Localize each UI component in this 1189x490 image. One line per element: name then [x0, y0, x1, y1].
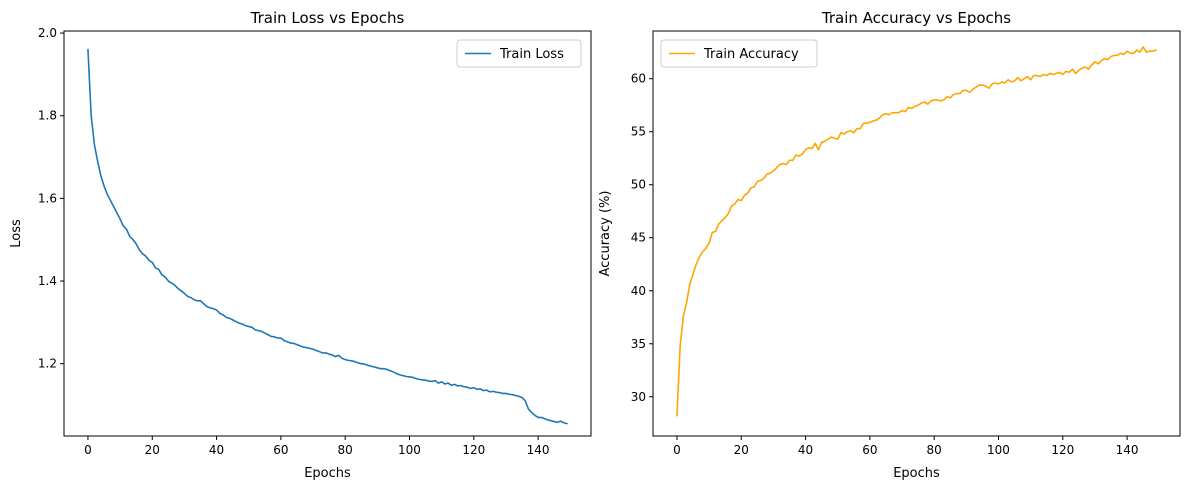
x-tick-label: 140 — [527, 443, 550, 457]
y-tick-label: 50 — [631, 178, 646, 192]
x-tick-label: 20 — [145, 443, 160, 457]
y-tick-label: 55 — [631, 125, 646, 139]
legend-box — [660, 39, 818, 68]
x-tick-label: 40 — [209, 443, 224, 457]
series-line — [676, 46, 1157, 417]
plot-area — [652, 30, 1181, 437]
chart-title: Train Accuracy vs Epochs — [821, 9, 1011, 27]
x-tick-label: 60 — [273, 443, 288, 457]
legend-label: Train Accuracy — [703, 47, 799, 62]
x-tick-label: 140 — [1116, 443, 1139, 457]
chart-title: Train Loss vs Epochs — [250, 9, 405, 27]
y-tick-label: 1.4 — [38, 274, 57, 288]
x-tick-label: 40 — [798, 443, 813, 457]
series-line — [87, 48, 568, 425]
y-tick-label: 1.6 — [38, 191, 57, 205]
y-tick-label: 60 — [631, 72, 646, 86]
x-tick-label: 120 — [1051, 443, 1074, 457]
y-tick-label: 1.8 — [38, 109, 57, 123]
x-tick-label: 0 — [84, 443, 92, 457]
accuracy-chart: Train Accuracy vs Epochs 0 20 40 60 80 100 120 1… — [598, 9, 1181, 481]
y-axis-label: Loss — [9, 219, 24, 248]
y-tick-label: 1.2 — [38, 357, 57, 371]
x-tick-label: 0 — [673, 443, 681, 457]
x-tick-label: 20 — [734, 443, 749, 457]
y-tick-label: 45 — [631, 231, 646, 245]
y-tick-label: 40 — [631, 284, 646, 298]
y-tick-label: 30 — [631, 390, 646, 404]
y-axis-label: Accuracy (%) — [598, 191, 613, 277]
x-tick-label: 80 — [338, 443, 353, 457]
y-tick-label: 2.0 — [38, 26, 57, 40]
y-tick-label: 35 — [631, 337, 646, 351]
x-tick-label: 100 — [987, 443, 1010, 457]
x-tick-label: 60 — [862, 443, 877, 457]
x-tick-label: 100 — [398, 443, 421, 457]
loss-chart: Train Loss vs Epochs 0 20 40 60 80 100 120 140 1.… — [9, 9, 592, 481]
x-tick-label: 120 — [462, 443, 485, 457]
legend-box — [456, 39, 582, 68]
plot-area — [63, 30, 592, 437]
x-axis-label: Epochs — [304, 466, 351, 481]
x-axis-label: Epochs — [893, 466, 940, 481]
x-tick-label: 80 — [927, 443, 942, 457]
legend-label: Train Loss — [499, 47, 564, 62]
